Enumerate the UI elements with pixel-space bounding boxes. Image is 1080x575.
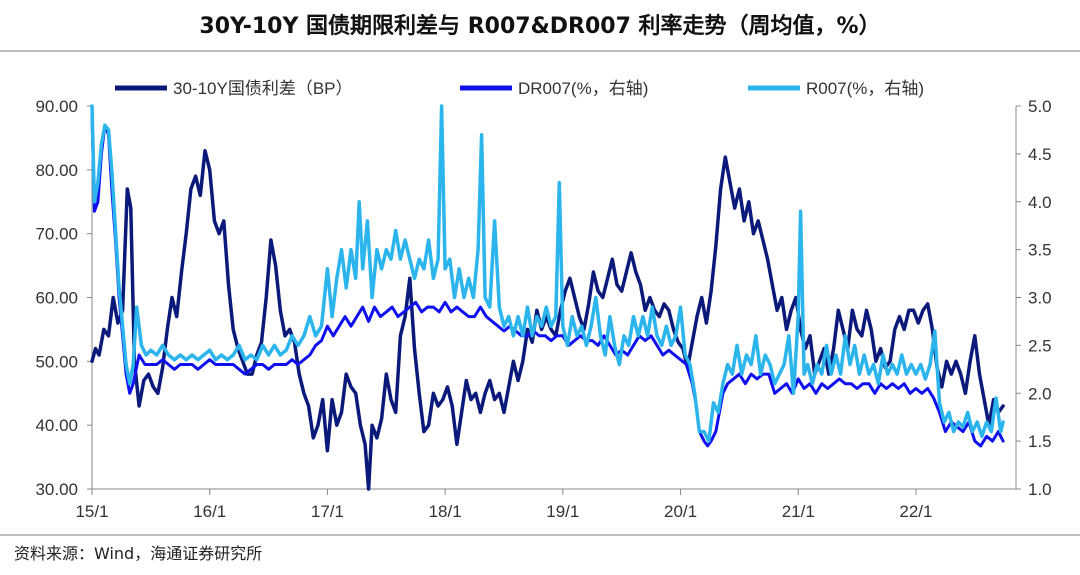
y-right-tick-label: 2.0 <box>1028 384 1052 403</box>
legend-label-1: DR007(%，右轴) <box>518 79 648 98</box>
y-right-tick-label: 3.5 <box>1028 241 1052 260</box>
legend: 30-10Y国债利差（BP） DR007(%，右轴) R007(%，右轴) <box>115 79 924 98</box>
y-right-tick-label: 1.5 <box>1028 432 1052 451</box>
bottom-rule <box>0 534 1080 536</box>
x-tick-label: 17/1 <box>311 502 344 521</box>
y-right-tick-label: 4.0 <box>1028 193 1052 212</box>
chart-svg: 30-10Y国债利差（BP） DR007(%，右轴) R007(%，右轴) 90.0… <box>35 79 1051 521</box>
y-left-tick-label: 60.00 <box>35 289 78 308</box>
x-tick-label: 19/1 <box>546 502 579 521</box>
x-tick-label: 21/1 <box>782 502 815 521</box>
y-right-tick-label: 2.5 <box>1028 336 1052 355</box>
chart-title: 30Y-10Y 国债期限利差与 R007&DR007 利率走势（周均值，%） <box>199 14 881 39</box>
y-left-tick-label: 80.00 <box>35 161 78 180</box>
x-tick-label: 22/1 <box>899 502 932 521</box>
series-line-2 <box>90 104 1005 443</box>
x-tick-label: 20/1 <box>664 502 697 521</box>
x-tick-label: 18/1 <box>429 502 462 521</box>
y-left-tick-label: 90.00 <box>35 97 78 116</box>
axes: 90.00 80.00 70.00 60.00 50.00 40.00 30.00 5.0 4.… <box>35 97 1051 521</box>
x-tick-label: 16/1 <box>193 502 226 521</box>
y-left-tick-label: 70.00 <box>35 225 78 244</box>
plot-area <box>90 104 1005 491</box>
y-left-tick-label: 40.00 <box>35 416 78 435</box>
x-tick-label: 15/1 <box>75 502 108 521</box>
top-rule <box>0 50 1080 52</box>
y-left-tick-label: 30.00 <box>35 480 78 499</box>
series-line-0 <box>90 148 1005 491</box>
legend-label-0: 30-10Y国债利差（BP） <box>173 79 353 98</box>
y-left-tick-label: 50.00 <box>35 352 78 371</box>
legend-label-2: R007(%，右轴) <box>806 79 924 98</box>
y-right-tick-label: 3.0 <box>1028 289 1052 308</box>
source-note: 资料来源：Wind，海通证券研究所 <box>14 544 263 563</box>
y-right-tick-label: 5.0 <box>1028 97 1052 116</box>
title-bar: 30Y-10Y 国债期限利差与 R007&DR007 利率走势（周均值，%） <box>0 0 1080 52</box>
y-right-tick-label: 1.0 <box>1028 480 1052 499</box>
series-line-1 <box>90 114 1005 448</box>
y-right-tick-label: 4.5 <box>1028 145 1052 164</box>
